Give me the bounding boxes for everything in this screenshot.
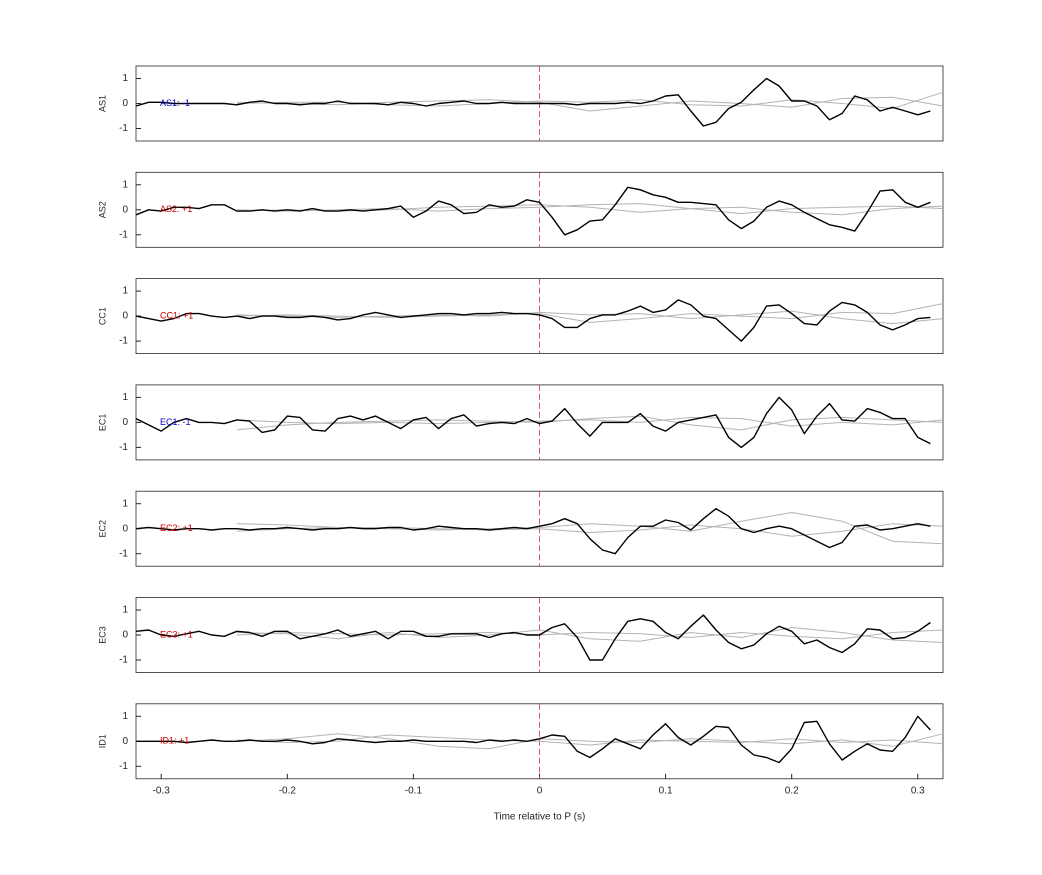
x-tick-label: -0.2 (279, 785, 297, 796)
y-tick-label: 0 (122, 204, 128, 215)
y-tick-label: -1 (119, 336, 128, 347)
y-tick-label: 1 (122, 286, 128, 297)
x-tick-label: -0.1 (405, 785, 423, 796)
y-tick-label: 0 (122, 736, 128, 747)
panel-annotation: AS2: +1 (160, 204, 192, 214)
overlay-trace (236, 415, 944, 431)
panel-annotation: ID1: +1 (160, 736, 189, 746)
y-tick-label: -1 (119, 442, 128, 453)
x-tick-label: 0.1 (659, 785, 673, 796)
y-tick-label: -1 (119, 761, 128, 772)
y-tick-label: -1 (119, 548, 128, 559)
trace (135, 299, 931, 342)
y-axis-label: EC3 (97, 626, 107, 644)
y-tick-label: 1 (122, 605, 128, 616)
overlay-trace (236, 203, 944, 215)
overlay-trace (236, 734, 944, 746)
x-tick-label: 0 (537, 785, 543, 796)
x-axis-label: Time relative to P (s) (494, 811, 586, 822)
y-tick-label: 0 (122, 311, 128, 322)
y-axis-label: AS2 (97, 201, 107, 218)
y-tick-label: 1 (122, 392, 128, 403)
panel-annotation: CC1: +1 (160, 310, 193, 320)
y-axis-label: ID1 (97, 734, 107, 748)
y-tick-label: 0 (122, 98, 128, 109)
y-tick-label: -1 (119, 229, 128, 240)
y-tick-label: 0 (122, 523, 128, 534)
trace (135, 614, 931, 661)
y-axis-label: CC1 (97, 307, 107, 325)
y-tick-label: 1 (122, 498, 128, 509)
y-tick-label: -1 (119, 123, 128, 134)
y-tick-label: -1 (119, 655, 128, 666)
trace (135, 396, 931, 449)
y-tick-label: 0 (122, 417, 128, 428)
overlay-trace (236, 627, 944, 643)
overlay-trace (236, 416, 944, 427)
x-tick-label: 0.3 (911, 785, 925, 796)
y-axis-label: EC2 (97, 520, 107, 538)
overlay-trace (236, 629, 944, 640)
panel-annotation: EC3: +1 (160, 629, 193, 639)
trace (135, 77, 931, 127)
y-axis-label: EC1 (97, 414, 107, 432)
panel-annotation: EC2: +1 (160, 523, 193, 533)
y-tick-label: 1 (122, 179, 128, 190)
y-tick-label: 1 (122, 711, 128, 722)
trace (136, 715, 931, 764)
x-tick-label: -0.3 (153, 785, 171, 796)
panel-annotation: EC1: -1 (160, 417, 191, 427)
trace (135, 508, 931, 555)
trace (135, 186, 931, 236)
y-tick-label: 1 (122, 73, 128, 84)
panel-annotation: AS1: -1 (160, 98, 190, 108)
y-axis-label: AS1 (97, 95, 107, 112)
y-tick-label: 0 (122, 630, 128, 641)
x-tick-label: 0.2 (785, 785, 799, 796)
